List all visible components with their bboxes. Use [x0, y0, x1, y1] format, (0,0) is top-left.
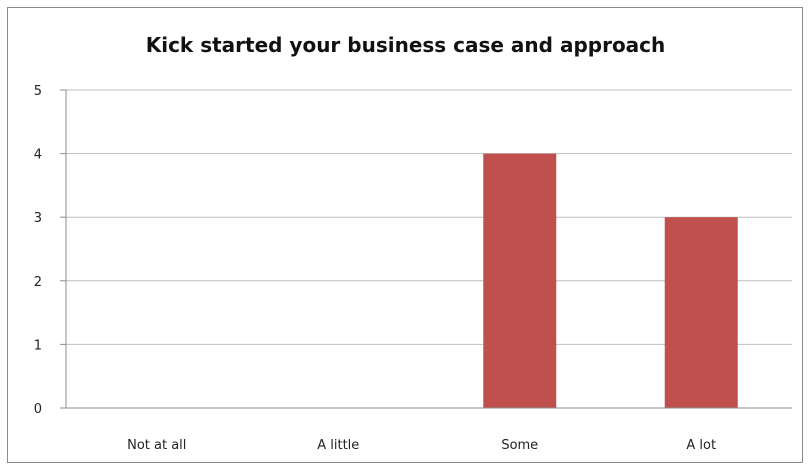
axes [65, 90, 792, 409]
bar-some [483, 153, 557, 408]
bars [483, 153, 738, 408]
y-tick-label: 2 [34, 275, 42, 290]
y-tick-labels: 0 1 2 3 4 5 [34, 84, 66, 417]
y-tick-label: 0 [34, 402, 42, 417]
x-tick-label: A little [317, 438, 359, 453]
x-tick-label: Not at all [127, 438, 186, 453]
y-tick-label: 1 [34, 338, 42, 353]
y-tick-label: 5 [34, 84, 42, 99]
x-tick-label: A lot [686, 438, 716, 453]
x-tick-labels: Not at all A little Some A lot [127, 438, 716, 453]
chart-title: Kick started your business case and appr… [145, 33, 666, 57]
y-tick-label: 3 [34, 211, 42, 226]
y-tick-label: 4 [34, 148, 42, 163]
bar-a-lot [664, 217, 738, 408]
x-tick-label: Some [501, 438, 538, 453]
